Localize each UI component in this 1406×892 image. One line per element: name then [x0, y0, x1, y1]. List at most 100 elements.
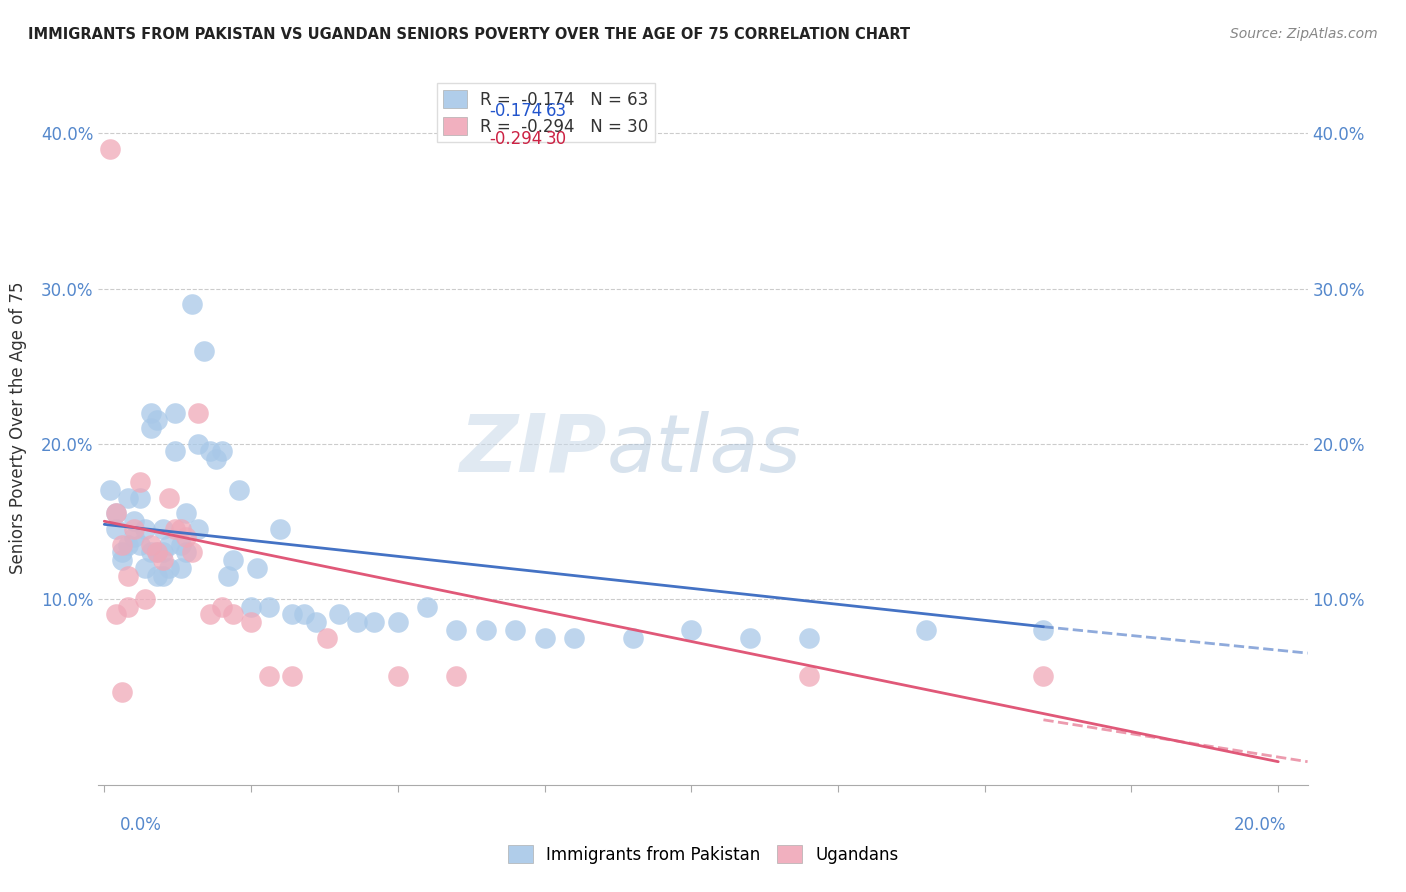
Point: [152, 522, 174, 536]
Text: 30: 30: [546, 130, 567, 148]
Point: [181, 545, 204, 559]
Point: [211, 444, 233, 458]
Text: -0.294: -0.294: [489, 130, 543, 148]
Point: [169, 522, 191, 536]
Point: [257, 669, 280, 683]
Point: [134, 591, 156, 606]
Point: [222, 607, 245, 622]
Point: [198, 607, 221, 622]
Point: [111, 537, 134, 551]
Point: [292, 607, 315, 622]
Point: [117, 599, 139, 614]
Point: [141, 545, 163, 559]
Point: [181, 297, 204, 311]
Point: [105, 607, 128, 622]
Point: [117, 537, 139, 551]
Point: [128, 537, 150, 551]
Point: [187, 436, 209, 450]
Text: 0.0%: 0.0%: [120, 816, 162, 834]
Point: [146, 568, 169, 582]
Point: [163, 406, 186, 420]
Point: [222, 553, 245, 567]
Point: [240, 599, 263, 614]
Text: 63: 63: [546, 102, 567, 120]
Point: [157, 561, 180, 575]
Point: [105, 522, 128, 536]
Y-axis label: Seniors Poverty Over the Age of 75: Seniors Poverty Over the Age of 75: [10, 282, 27, 574]
Text: 20.0%: 20.0%: [1234, 816, 1286, 834]
Point: [281, 669, 304, 683]
Point: [187, 406, 209, 420]
Point: [246, 561, 269, 575]
Point: [111, 553, 134, 567]
Point: [562, 631, 585, 645]
Point: [157, 537, 180, 551]
Point: [122, 530, 145, 544]
Point: [446, 669, 468, 683]
Point: [304, 615, 326, 629]
Point: [257, 599, 280, 614]
Point: [204, 452, 226, 467]
Point: [128, 491, 150, 505]
Point: [416, 599, 439, 614]
Point: [503, 623, 526, 637]
Point: [98, 142, 121, 156]
Point: [240, 615, 263, 629]
Point: [152, 553, 174, 567]
Point: [176, 530, 198, 544]
Legend: Immigrants from Pakistan, Ugandans: Immigrants from Pakistan, Ugandans: [501, 838, 905, 871]
Point: [105, 507, 128, 521]
Point: [146, 545, 169, 559]
Point: [193, 343, 215, 358]
Point: [328, 607, 350, 622]
Point: [346, 615, 368, 629]
Text: ZIP: ZIP: [458, 410, 606, 489]
Text: IMMIGRANTS FROM PAKISTAN VS UGANDAN SENIORS POVERTY OVER THE AGE OF 75 CORRELATI: IMMIGRANTS FROM PAKISTAN VS UGANDAN SENI…: [28, 27, 910, 42]
Point: [738, 631, 761, 645]
Point: [117, 491, 139, 505]
Text: -0.174: -0.174: [489, 102, 543, 120]
Point: [98, 483, 121, 498]
Point: [122, 522, 145, 536]
Point: [446, 623, 468, 637]
Point: [475, 623, 498, 637]
Point: [117, 568, 139, 582]
Point: [211, 599, 233, 614]
Text: Source: ZipAtlas.com: Source: ZipAtlas.com: [1230, 27, 1378, 41]
Point: [176, 545, 198, 559]
Point: [363, 615, 385, 629]
Point: [169, 537, 191, 551]
Text: atlas: atlas: [606, 410, 801, 489]
Point: [176, 507, 198, 521]
Point: [111, 685, 134, 699]
Point: [187, 522, 209, 536]
Point: [217, 568, 239, 582]
Point: [146, 413, 169, 427]
Point: [169, 561, 191, 575]
Point: [269, 522, 291, 536]
Point: [163, 522, 186, 536]
Point: [128, 475, 150, 490]
Point: [533, 631, 555, 645]
Point: [122, 514, 145, 528]
Point: [797, 631, 820, 645]
Point: [134, 561, 156, 575]
Point: [1032, 669, 1054, 683]
Point: [387, 669, 409, 683]
Point: [105, 507, 128, 521]
Point: [146, 545, 169, 559]
Point: [198, 444, 221, 458]
Point: [163, 444, 186, 458]
Point: [141, 406, 163, 420]
Point: [157, 491, 180, 505]
Point: [152, 568, 174, 582]
Point: [111, 545, 134, 559]
Point: [152, 545, 174, 559]
Point: [228, 483, 250, 498]
Point: [681, 623, 703, 637]
Point: [387, 615, 409, 629]
Legend: R =  -0.174   N = 63, R =  -0.294   N = 30: R = -0.174 N = 63, R = -0.294 N = 30: [437, 83, 655, 142]
Point: [797, 669, 820, 683]
Point: [316, 631, 339, 645]
Point: [141, 537, 163, 551]
